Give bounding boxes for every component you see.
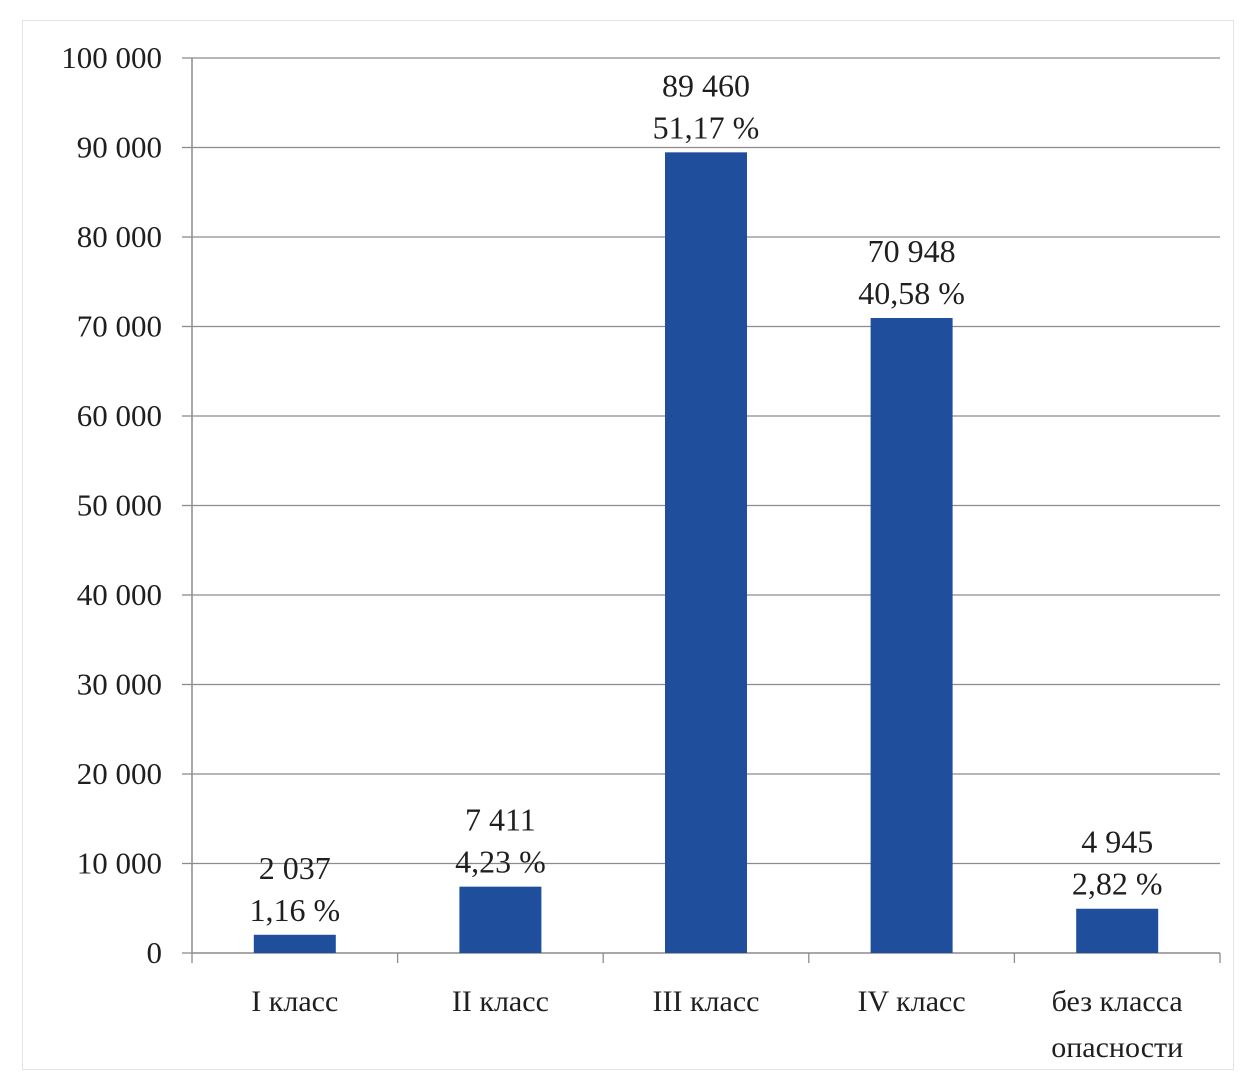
x-category-label: III класс (653, 985, 760, 1018)
x-category-label: опасности (1051, 1031, 1183, 1064)
x-category-label: без класса (1052, 985, 1183, 1018)
y-tick-label: 70 000 (77, 309, 162, 344)
y-tick-label: 0 (147, 935, 163, 970)
bar (253, 934, 336, 953)
y-tick-label: 10 000 (77, 846, 162, 881)
bar-percent-label: 40,58 % (858, 275, 965, 311)
x-category-label: IV класс (858, 985, 966, 1018)
y-tick-label: 30 000 (77, 667, 162, 702)
bar (459, 886, 542, 953)
chart-frame (22, 20, 1234, 1070)
bar-percent-label: 2,82 % (1072, 866, 1163, 902)
y-tick-label: 80 000 (77, 219, 162, 254)
y-tick-label: 40 000 (77, 577, 162, 612)
bar (870, 318, 953, 954)
y-tick-label: 90 000 (77, 130, 162, 165)
y-tick-label: 100 000 (61, 40, 162, 75)
bar-value-label: 7 411 (465, 802, 536, 838)
y-tick-label: 20 000 (77, 756, 162, 791)
bar-value-label: 2 037 (259, 850, 331, 886)
bar-value-label: 89 460 (662, 67, 750, 103)
x-category-label: I класс (251, 985, 338, 1018)
bar-value-label: 4 945 (1081, 824, 1153, 860)
x-category-label: II класс (452, 985, 549, 1018)
y-tick-label: 50 000 (77, 488, 162, 523)
bar (665, 152, 747, 953)
bar-percent-label: 51,17 % (653, 109, 760, 145)
bar-percent-label: 1,16 % (249, 892, 340, 928)
bar (1076, 908, 1159, 953)
bar-percent-label: 4,23 % (455, 844, 546, 880)
y-tick-label: 60 000 (77, 398, 162, 433)
bar-value-label: 70 948 (868, 233, 956, 269)
